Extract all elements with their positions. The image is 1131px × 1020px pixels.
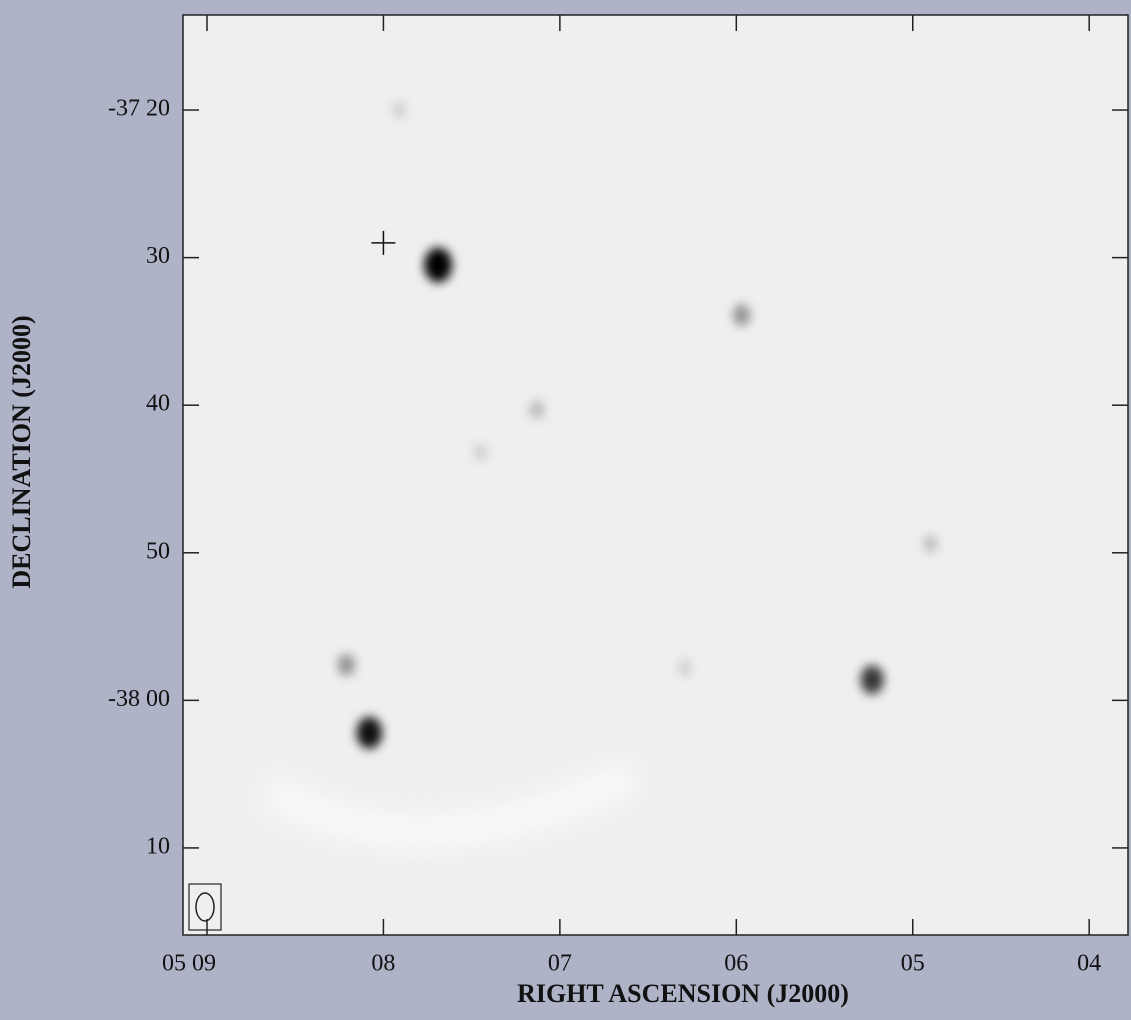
- y-tick-label: 10: [146, 833, 170, 859]
- marker: [371, 230, 396, 255]
- source: [337, 653, 356, 676]
- beam: [195, 892, 215, 922]
- x-tick-label: 05 09: [162, 951, 216, 977]
- x-tick-label: 04: [1077, 951, 1101, 977]
- y-tick-label: 30: [146, 243, 170, 269]
- source: [860, 665, 884, 695]
- source: [473, 443, 488, 462]
- source: [424, 247, 453, 283]
- y-tick-label: -37 20: [108, 96, 170, 122]
- y-tick-label: 40: [146, 391, 170, 417]
- x-tick-label: 08: [371, 951, 395, 977]
- source: [356, 716, 383, 749]
- source: [529, 400, 545, 420]
- source: [678, 659, 693, 677]
- y-tick-label: -38 00: [108, 686, 170, 712]
- x-tick-label: 05: [901, 951, 925, 977]
- source: [392, 101, 407, 119]
- y-axis-label: DECLINATION (J2000): [7, 315, 36, 588]
- beam-box: [188, 883, 222, 931]
- source: [922, 534, 938, 554]
- x-tick-label: 07: [548, 951, 572, 977]
- marks: [337, 101, 938, 749]
- x-axis-label: RIGHT ASCENSION (J2000): [517, 979, 849, 1008]
- x-tick-label: 06: [724, 951, 748, 977]
- plot-area: [182, 14, 1129, 936]
- source: [732, 304, 751, 327]
- artifact: [262, 761, 637, 847]
- y-tick-label: 50: [146, 538, 170, 564]
